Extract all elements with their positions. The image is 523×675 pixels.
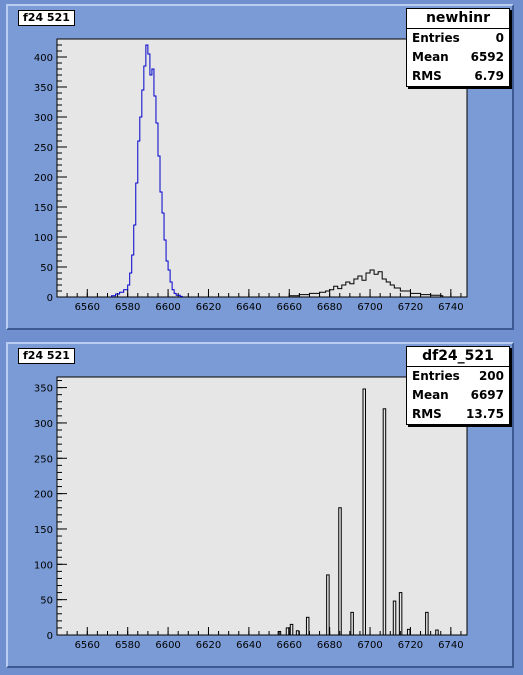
histogram-bar bbox=[289, 623, 294, 636]
histogram-label: f24 521 bbox=[18, 348, 75, 364]
y-tick-label: 350 bbox=[34, 83, 53, 94]
x-tick-label: 6700 bbox=[357, 640, 382, 651]
x-tick-label: 6700 bbox=[357, 302, 382, 313]
x-tick-label: 6560 bbox=[75, 302, 100, 313]
x-tick-label: 6620 bbox=[196, 640, 221, 651]
y-tick-label: 200 bbox=[34, 173, 53, 184]
histogram-bar bbox=[425, 611, 429, 636]
x-tick-label: 6720 bbox=[398, 302, 423, 313]
histogram-bar bbox=[350, 611, 354, 636]
x-tick-label: 6680 bbox=[317, 640, 342, 651]
histogram-pad-bottom: 6560 6580 6600 6620 6640 6660 6680 6700 6720 6740… bbox=[6, 342, 514, 668]
histogram-bar bbox=[392, 600, 397, 636]
stats-value: 200 bbox=[478, 369, 504, 383]
x-tick-label: 6560 bbox=[75, 640, 100, 651]
plot-area bbox=[56, 376, 468, 636]
stats-row-mean: Mean 6592 bbox=[407, 48, 509, 67]
histogram-bar bbox=[285, 627, 290, 636]
x-tick-label: 6580 bbox=[115, 302, 140, 313]
histogram-bar bbox=[338, 507, 342, 636]
y-tick-label: 150 bbox=[34, 203, 53, 214]
y-tick-label: 300 bbox=[34, 113, 53, 124]
y-tick-label: 200 bbox=[34, 490, 53, 501]
x-tick-label: 6680 bbox=[317, 302, 342, 313]
histogram-plot-bottom: 6560 6580 6600 6620 6640 6660 6680 6700 6720 6740… bbox=[34, 376, 468, 651]
x-tick-label: 6740 bbox=[438, 640, 463, 651]
y-tick-label: 350 bbox=[34, 384, 53, 395]
y-tick-label: 300 bbox=[34, 419, 53, 430]
stats-name: RMS bbox=[412, 407, 442, 421]
x-tick-label: 6620 bbox=[196, 302, 221, 313]
histogram-bar bbox=[277, 630, 282, 636]
histogram-bar bbox=[326, 574, 330, 636]
x-tick-label: 6660 bbox=[277, 640, 302, 651]
x-tick-label: 6640 bbox=[236, 302, 261, 313]
stats-title: newhinr bbox=[407, 9, 509, 29]
stats-row-entries: Entries 200 bbox=[407, 367, 509, 386]
histogram-series-0 bbox=[111, 44, 183, 297]
histogram-series-1 bbox=[288, 269, 444, 297]
stats-row-rms: RMS 13.75 bbox=[407, 405, 509, 424]
x-tick-label: 6660 bbox=[277, 302, 302, 313]
y-tick-label: 50 bbox=[40, 596, 53, 607]
stats-name: Entries bbox=[412, 31, 460, 45]
y-tick-label: 50 bbox=[40, 263, 53, 274]
stats-row-mean: Mean 6697 bbox=[407, 386, 509, 405]
histogram-bar bbox=[406, 628, 411, 636]
y-tick-label: 150 bbox=[34, 525, 53, 536]
y-tick-label: 0 bbox=[47, 631, 53, 642]
x-tick-label: 6640 bbox=[236, 640, 261, 651]
y-tick-label: 100 bbox=[34, 560, 53, 571]
histogram-plot-top: 6560 6580 6600 6620 6640 6660 6680 6700 6720 6740… bbox=[34, 38, 468, 313]
y-tick-label: 0 bbox=[47, 293, 53, 304]
stats-title: df24_521 bbox=[407, 347, 509, 367]
histogram-bar bbox=[305, 616, 310, 636]
histogram-bar bbox=[398, 592, 403, 636]
stats-value: 6592 bbox=[470, 50, 504, 64]
histogram-bar bbox=[435, 629, 439, 636]
stats-name: Entries bbox=[412, 369, 460, 383]
histogram-bar bbox=[362, 388, 366, 636]
stats-row-rms: RMS 6.79 bbox=[407, 67, 509, 86]
stats-box: newhinr Entries 0 Mean 6592 RMS 6.79 bbox=[406, 8, 510, 87]
stats-value: 6.79 bbox=[474, 69, 504, 83]
x-tick-label: 6600 bbox=[155, 640, 180, 651]
x-tick-label: 6720 bbox=[398, 640, 423, 651]
stats-name: Mean bbox=[412, 50, 449, 64]
y-tick-label: 100 bbox=[34, 233, 53, 244]
y-tick-label: 250 bbox=[34, 143, 53, 154]
stats-box: df24_521 Entries 200 Mean 6697 RMS 13.75 bbox=[406, 346, 510, 425]
histogram-label: f24 521 bbox=[18, 10, 75, 26]
stats-value: 6697 bbox=[470, 388, 504, 402]
stats-name: RMS bbox=[412, 69, 442, 83]
plot-area bbox=[56, 38, 468, 298]
y-tick-label: 400 bbox=[34, 53, 53, 64]
stats-value: 13.75 bbox=[466, 407, 504, 421]
stats-value: 0 bbox=[495, 31, 504, 45]
histogram-pad-top: 6560 6580 6600 6620 6640 6660 6680 6700 6720 6740… bbox=[6, 4, 514, 330]
histogram-bar bbox=[295, 630, 300, 636]
x-tick-label: 6740 bbox=[438, 302, 463, 313]
histogram-bar bbox=[382, 408, 387, 636]
y-tick-label: 250 bbox=[34, 454, 53, 465]
x-tick-label: 6580 bbox=[115, 640, 140, 651]
stats-name: Mean bbox=[412, 388, 449, 402]
stats-row-entries: Entries 0 bbox=[407, 29, 509, 48]
x-tick-label: 6600 bbox=[155, 302, 180, 313]
